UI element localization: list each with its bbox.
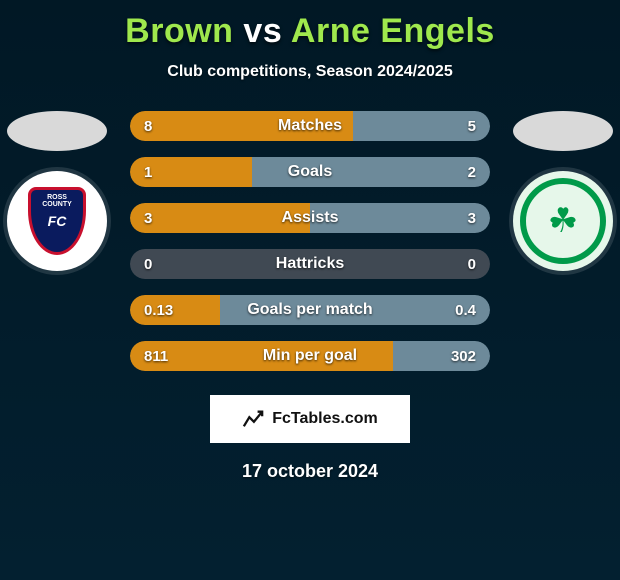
left-club-crest: ROSS COUNTY FC (7, 171, 107, 271)
stat-value-right: 0.4 (455, 302, 476, 319)
stat-value-right: 302 (451, 348, 476, 365)
right-avatar-placeholder (513, 111, 613, 151)
stat-value-left: 1 (144, 164, 152, 181)
stat-seg-right: 0 (310, 249, 490, 279)
stat-seg-left: 8 (130, 111, 353, 141)
stat-seg-left: 1 (130, 157, 252, 187)
right-player-col: ☘ (508, 111, 618, 371)
stat-value-right: 5 (468, 118, 476, 135)
stat-bars: 85Matches12Goals33Assists00Hattricks0.13… (130, 111, 490, 371)
stat-bar: 33Assists (130, 203, 490, 233)
stat-bar: 811302Min per goal (130, 341, 490, 371)
shield-fc: FC (48, 213, 67, 229)
right-club-crest: ☘ (513, 171, 613, 271)
chart-icon (242, 408, 264, 430)
stat-seg-right: 302 (393, 341, 490, 371)
stat-seg-right: 3 (310, 203, 490, 233)
player-left-name: Brown (125, 12, 233, 50)
clover-icon: ☘ (548, 201, 578, 241)
stat-bar: 0.130.4Goals per match (130, 295, 490, 325)
shield-line1: ROSS (47, 194, 67, 201)
comparison-row: ROSS COUNTY FC 85Matches12Goals33Assists… (0, 111, 620, 371)
stat-bar: 00Hattricks (130, 249, 490, 279)
vs-text: vs (243, 12, 282, 50)
stat-seg-right: 0.4 (220, 295, 490, 325)
stat-bar: 12Goals (130, 157, 490, 187)
fctables-label: FcTables.com (272, 410, 378, 428)
stat-value-left: 0 (144, 256, 152, 273)
stat-seg-left: 3 (130, 203, 310, 233)
stat-value-left: 3 (144, 210, 152, 227)
player-right-name: Arne Engels (291, 12, 495, 50)
shield-line2: COUNTY (42, 201, 72, 208)
stat-value-right: 0 (468, 256, 476, 273)
subtitle: Club competitions, Season 2024/2025 (0, 63, 620, 81)
page-title: Brown vs Arne Engels (0, 0, 620, 51)
stat-seg-left: 811 (130, 341, 393, 371)
date-label: 17 october 2024 (0, 461, 620, 482)
left-avatar-placeholder (7, 111, 107, 151)
ross-county-shield: ROSS COUNTY FC (28, 187, 86, 255)
stat-seg-right: 2 (252, 157, 490, 187)
stat-value-left: 8 (144, 118, 152, 135)
fctables-badge: FcTables.com (210, 395, 410, 443)
stat-seg-left: 0 (130, 249, 310, 279)
stat-value-right: 3 (468, 210, 476, 227)
stat-value-left: 0.13 (144, 302, 173, 319)
stat-bar: 85Matches (130, 111, 490, 141)
stat-seg-left: 0.13 (130, 295, 220, 325)
celtic-ring: ☘ (520, 178, 606, 264)
stat-seg-right: 5 (353, 111, 490, 141)
stat-value-left: 811 (144, 348, 168, 365)
stat-value-right: 2 (468, 164, 476, 181)
left-player-col: ROSS COUNTY FC (2, 111, 112, 371)
